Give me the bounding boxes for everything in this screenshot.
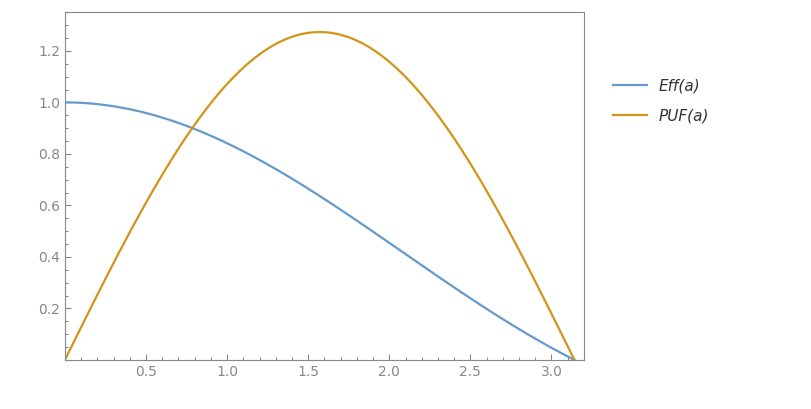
Legend: Eff(a), PUF(a): Eff(a), PUF(a) <box>607 72 715 130</box>
